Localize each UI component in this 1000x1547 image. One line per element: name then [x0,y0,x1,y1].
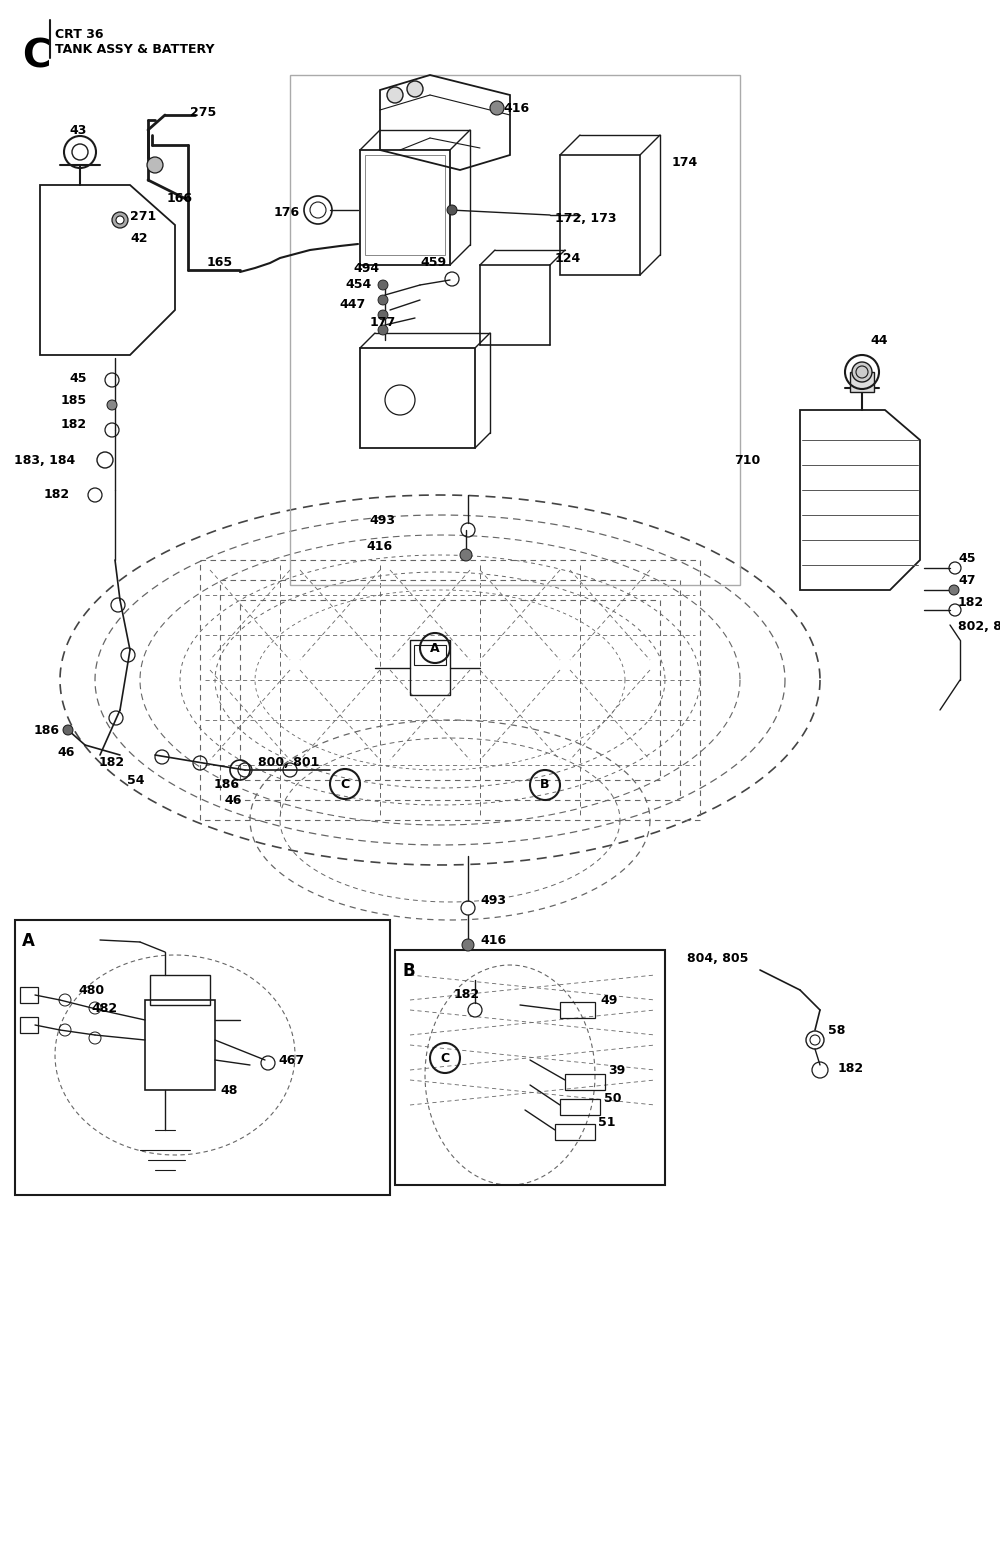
Text: 182: 182 [454,989,480,1001]
Text: 182: 182 [44,489,70,501]
Bar [20,1016,38,1033]
Text: 186: 186 [34,724,60,736]
Bar [365,155,445,255]
Text: 124: 124 [555,252,581,265]
Text: 416: 416 [503,102,529,114]
Text: 182: 182 [838,1061,864,1075]
Bar [360,348,475,449]
Text: C: C [440,1052,450,1064]
Text: 45: 45 [70,371,87,385]
Text: C: C [22,39,50,76]
Text: C: C [340,778,350,791]
Text: 480: 480 [79,984,105,996]
Text: 800, 801: 800, 801 [258,755,319,769]
Text: 46: 46 [225,794,242,806]
Circle shape [447,206,457,215]
Text: 165: 165 [207,257,233,269]
Text: 416: 416 [367,540,393,552]
Circle shape [378,325,388,336]
Bar [555,1125,595,1140]
Text: 44: 44 [870,334,888,347]
Bar [15,920,390,1194]
Text: 176: 176 [274,206,300,220]
Text: 493: 493 [480,894,506,907]
Circle shape [116,217,124,224]
Text: 51: 51 [598,1115,616,1128]
Circle shape [949,585,959,596]
Bar [850,371,874,391]
Text: 172, 173: 172, 173 [555,212,616,224]
Text: 182: 182 [958,596,984,608]
Text: 447: 447 [340,297,366,311]
Circle shape [63,726,73,735]
Bar [395,950,665,1185]
Text: A: A [430,642,440,654]
Text: 177: 177 [370,316,396,328]
Bar [20,987,38,1002]
Circle shape [490,101,504,114]
Text: 43: 43 [69,124,87,136]
Text: 459: 459 [420,255,446,269]
Bar [414,645,446,665]
Text: 47: 47 [958,574,976,586]
Circle shape [852,362,872,382]
Circle shape [378,295,388,305]
Text: 275: 275 [190,105,216,119]
Text: 185: 185 [61,393,87,407]
Text: 49: 49 [600,993,617,1007]
Text: 45: 45 [958,551,976,565]
Text: B: B [402,962,415,979]
Text: 42: 42 [130,232,148,244]
Text: 454: 454 [346,278,372,291]
Text: 166: 166 [167,192,193,204]
Bar [150,975,210,1006]
Circle shape [112,212,128,227]
Text: 46: 46 [58,746,75,758]
Circle shape [462,939,474,951]
Text: 186: 186 [214,778,240,792]
Text: 710: 710 [734,453,760,467]
Circle shape [378,309,388,320]
Bar [560,1098,600,1115]
Text: 39: 39 [608,1063,625,1077]
Bar [145,999,215,1091]
Text: 54: 54 [128,774,145,786]
Text: 493: 493 [369,514,395,526]
Bar [560,1002,595,1018]
Circle shape [407,80,423,97]
Text: 48: 48 [220,1083,237,1097]
Bar [565,1074,605,1091]
Text: 50: 50 [604,1092,622,1105]
Text: CRT 36: CRT 36 [55,28,104,42]
Text: B: B [540,778,550,792]
Text: 802, 803: 802, 803 [958,619,1000,633]
Circle shape [147,156,163,173]
Text: 271: 271 [130,210,156,223]
Text: A: A [22,931,35,950]
Text: 494: 494 [354,261,380,274]
Circle shape [378,280,388,289]
Circle shape [107,401,117,410]
Text: 182: 182 [99,755,125,769]
Circle shape [460,549,472,562]
Text: 482: 482 [92,1001,118,1015]
Circle shape [387,87,403,104]
Text: TANK ASSY & BATTERY: TANK ASSY & BATTERY [55,43,214,56]
Text: 174: 174 [672,156,698,169]
Bar [410,640,450,695]
Text: 183, 184: 183, 184 [14,453,75,467]
Text: 804, 805: 804, 805 [687,951,748,964]
Bar [290,74,740,585]
Text: 182: 182 [61,419,87,432]
Text: 58: 58 [828,1024,845,1036]
Text: 467: 467 [278,1054,304,1066]
Text: 416: 416 [480,933,506,947]
